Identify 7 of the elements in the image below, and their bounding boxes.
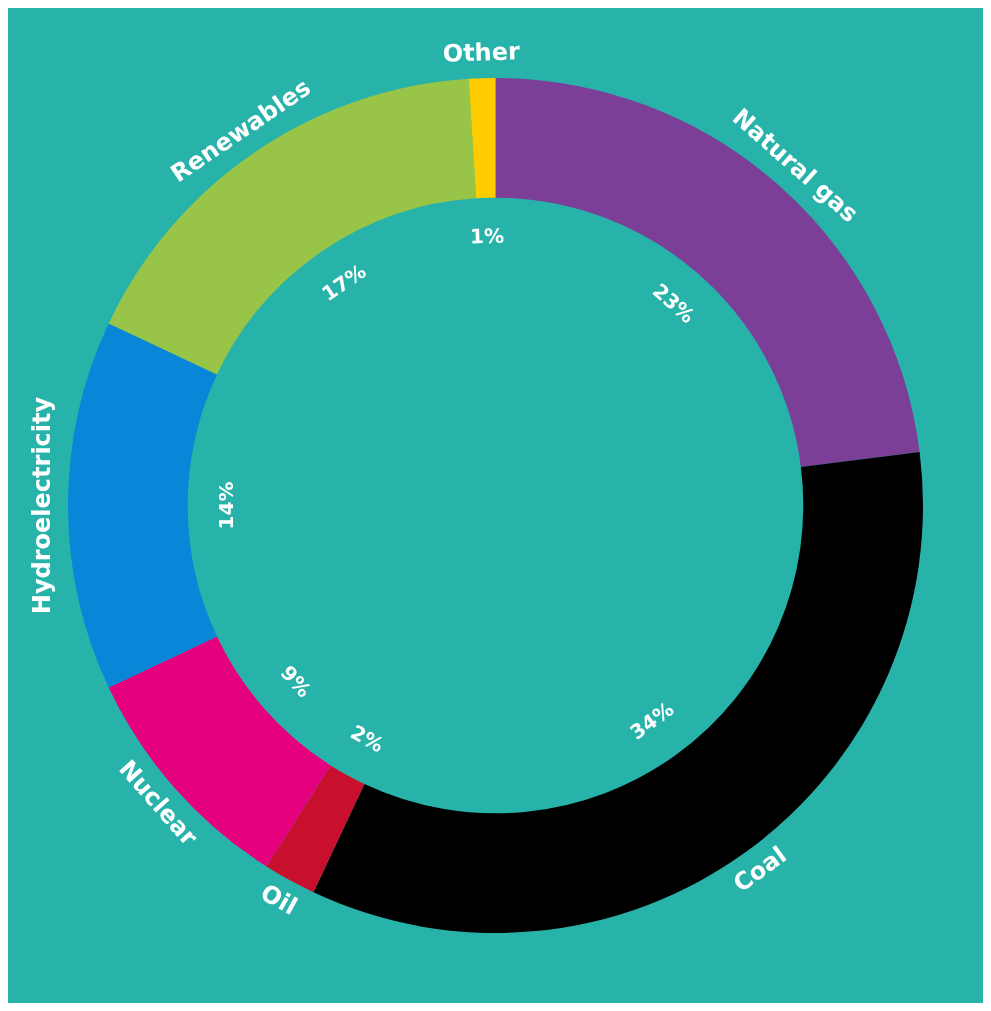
slice-label: Hydroelectricity <box>28 396 57 615</box>
data-label: 14% <box>213 481 238 530</box>
slice-label: Other <box>442 37 521 68</box>
data-label: 1% <box>469 223 505 249</box>
data-label: 9% <box>275 660 317 703</box>
slice-label: Oil <box>255 878 302 921</box>
data-label: 2% <box>346 719 389 758</box>
